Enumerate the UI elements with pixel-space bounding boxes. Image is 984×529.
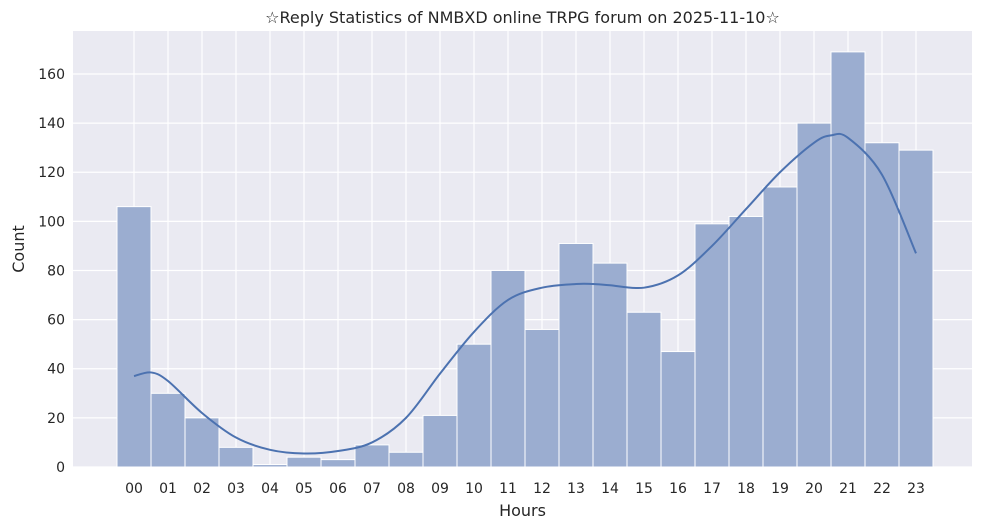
bar [286,456,322,468]
bar [116,206,152,468]
x-tick-label: 04 [261,481,279,497]
bar [694,223,730,468]
x-tick-label: 18 [737,481,755,497]
x-tick-label: 10 [465,481,483,497]
kde-line [133,132,917,455]
x-axis-label: Hours [499,501,546,520]
x-tick-label: 11 [499,481,517,497]
x-tick-label: 19 [771,481,789,497]
y-tick-label: 0 [56,460,65,476]
x-tick-label: 05 [295,481,313,497]
y-tick-label: 40 [47,362,65,378]
x-tick-label: 03 [227,481,245,497]
x-tick-label: 13 [567,481,585,497]
bar [762,186,798,468]
bar [864,142,900,468]
x-tick-label: 17 [703,481,721,497]
bar [592,262,628,468]
y-axis-ticks: 0 20 40 60 80 100 120 140 160 [38,67,65,476]
y-tick-label: 20 [47,411,65,427]
bar [456,343,492,468]
x-tick-label: 21 [839,481,857,497]
x-tick-label: 15 [635,481,653,497]
bar [184,417,220,468]
x-tick-label: 01 [159,481,177,497]
bar [490,269,526,468]
y-tick-label: 160 [38,67,65,83]
x-tick-label: 23 [907,481,925,497]
x-tick-label: 12 [533,481,551,497]
bar [830,51,866,468]
x-tick-label: 14 [601,481,619,497]
bar [218,446,254,468]
y-tick-label: 100 [38,214,65,230]
chart-title: ☆Reply Statistics of NMBXD online TRPG f… [265,8,780,27]
bar [558,242,594,468]
x-tick-label: 08 [397,481,415,497]
bar [388,451,424,468]
x-tick-label: 00 [125,481,143,497]
bar [626,311,662,468]
bar [660,351,696,468]
y-axis-label: Count [9,225,28,273]
x-tick-label: 22 [873,481,891,497]
y-tick-label: 140 [38,116,65,132]
bar [354,444,390,468]
x-tick-label: 06 [329,481,347,497]
x-tick-label: 16 [669,481,687,497]
x-tick-label: 02 [193,481,211,497]
bar [796,122,832,468]
bar [252,464,288,468]
y-tick-label: 80 [47,263,65,279]
x-tick-label: 09 [431,481,449,497]
x-tick-label: 20 [805,481,823,497]
bar [150,392,186,468]
bar [728,215,764,468]
bar [320,459,356,468]
x-tick-label: 07 [363,481,381,497]
bar [422,414,458,468]
bar [898,149,934,468]
y-tick-label: 120 [38,165,65,181]
x-axis-ticks: 00 01 02 03 04 05 06 07 08 09 10 11 12 13 14 15 16 17 18 19… [125,481,925,497]
bars [116,51,934,468]
y-tick-label: 60 [47,313,65,329]
bar [524,328,560,468]
